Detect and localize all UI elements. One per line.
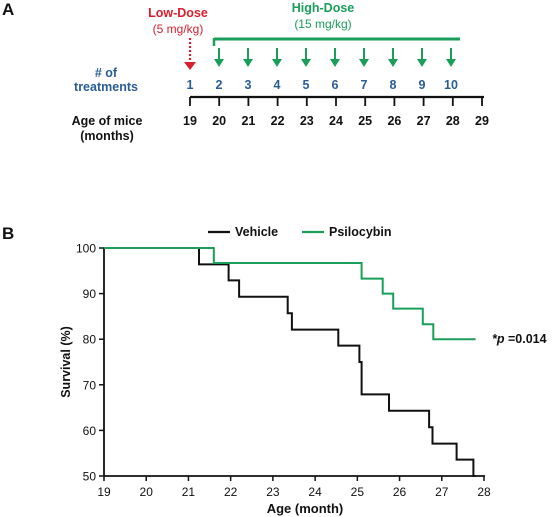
age-label-line1: Age of mice — [72, 114, 143, 128]
panel-b-letter: B — [2, 224, 14, 243]
age-tick-label: 19 — [183, 114, 197, 128]
x-tick-label: 26 — [393, 485, 407, 499]
high-dose-arrow-head — [330, 59, 340, 67]
panel-a-letter: A — [2, 0, 14, 19]
x-tick-label: 20 — [140, 485, 154, 499]
survival-line-psilocybin — [104, 247, 476, 341]
panel-a: A Low-Dose (5 mg/kg) High-Dose (15 mg/kg… — [2, 0, 489, 143]
x-tick-label: 27 — [435, 485, 449, 499]
age-tick-label: 21 — [241, 114, 255, 128]
survival-line-vehicle — [104, 247, 476, 477]
age-tick-label: 24 — [329, 114, 343, 128]
age-tick-labels: 19 20 21 22 23 24 25 26 27 28 29 — [183, 114, 489, 128]
y-tick-label: 90 — [83, 287, 97, 301]
low-dose-title: Low-Dose — [148, 6, 208, 20]
high-dose-arrows — [214, 48, 456, 67]
high-dose-arrow-head — [301, 59, 311, 67]
treatment-number: 1 — [187, 78, 194, 92]
high-dose-title: High-Dose — [292, 1, 355, 15]
legend: Vehicle Psilocybin — [208, 225, 392, 239]
treatments-label-line2: treatments — [74, 80, 138, 94]
treatment-number: 6 — [332, 78, 339, 92]
x-axis-ticks: 19 20 21 22 23 24 25 26 27 28 — [97, 476, 491, 499]
y-tick-label: 50 — [83, 470, 97, 484]
y-tick-label: 60 — [83, 424, 97, 438]
age-tick-label: 25 — [358, 114, 372, 128]
x-tick-label: 22 — [224, 485, 238, 499]
treatment-number: 7 — [361, 78, 368, 92]
high-dose-arrow-head — [243, 59, 253, 67]
high-dose-arrow-head — [272, 59, 282, 67]
high-dose-arrow-head — [359, 59, 369, 67]
y-tick-label: 100 — [76, 242, 96, 256]
treatment-number: 8 — [390, 78, 397, 92]
high-dose-arrow-head — [417, 59, 427, 67]
y-tick-label: 80 — [83, 333, 97, 347]
low-dose-amount: (5 mg/kg) — [153, 22, 204, 36]
survival-curves — [104, 247, 476, 477]
age-tick-label: 20 — [212, 114, 226, 128]
age-tick-label: 22 — [271, 114, 285, 128]
p-symbol: *p — [492, 332, 505, 346]
treatments-label-line1: # of — [95, 66, 118, 80]
x-tick-label: 19 — [97, 485, 111, 499]
x-tick-label: 28 — [477, 485, 491, 499]
low-dose-arrow-head — [184, 62, 196, 70]
p-value: =0.014 — [505, 332, 547, 346]
timeline-ticks — [189, 97, 483, 106]
age-tick-label: 28 — [446, 114, 460, 128]
high-dose-bar — [212, 37, 460, 46]
y-axis-label: Survival (%) — [59, 326, 73, 398]
age-tick-label: 23 — [300, 114, 314, 128]
x-tick-label: 24 — [308, 485, 322, 499]
low-dose-arrow — [184, 38, 196, 70]
age-tick-label: 27 — [417, 114, 431, 128]
x-axis-label: Age (month) — [267, 501, 344, 516]
treatment-number: 4 — [274, 78, 281, 92]
treatment-numbers: 1 2 3 4 5 6 7 8 9 10 — [187, 78, 458, 92]
panel-b: B Vehicle Psilocybin 50 60 70 80 90 100 19 20 21… — [2, 224, 547, 516]
age-tick-label: 29 — [475, 114, 489, 128]
legend-label-psilocybin: Psilocybin — [329, 225, 392, 239]
treatment-number: 9 — [419, 78, 426, 92]
treatment-number: 2 — [216, 78, 223, 92]
x-tick-label: 23 — [266, 485, 280, 499]
legend-label-vehicle: Vehicle — [235, 225, 278, 239]
y-tick-label: 70 — [83, 378, 97, 392]
treatment-number: 5 — [303, 78, 310, 92]
x-tick-label: 25 — [351, 485, 365, 499]
high-dose-amount: (15 mg/kg) — [294, 17, 351, 31]
high-dose-arrow-head — [388, 59, 398, 67]
age-label-line2: (months) — [80, 129, 133, 143]
treatment-number: 3 — [245, 78, 252, 92]
age-tick-label: 26 — [387, 114, 401, 128]
y-axis-ticks: 50 60 70 80 90 100 — [76, 242, 104, 484]
high-dose-arrow-head — [446, 59, 456, 67]
x-tick-label: 21 — [182, 485, 196, 499]
p-value-annotation: *p =0.014 — [492, 332, 547, 346]
high-dose-arrow-head — [214, 59, 224, 67]
treatment-number: 10 — [444, 78, 458, 92]
